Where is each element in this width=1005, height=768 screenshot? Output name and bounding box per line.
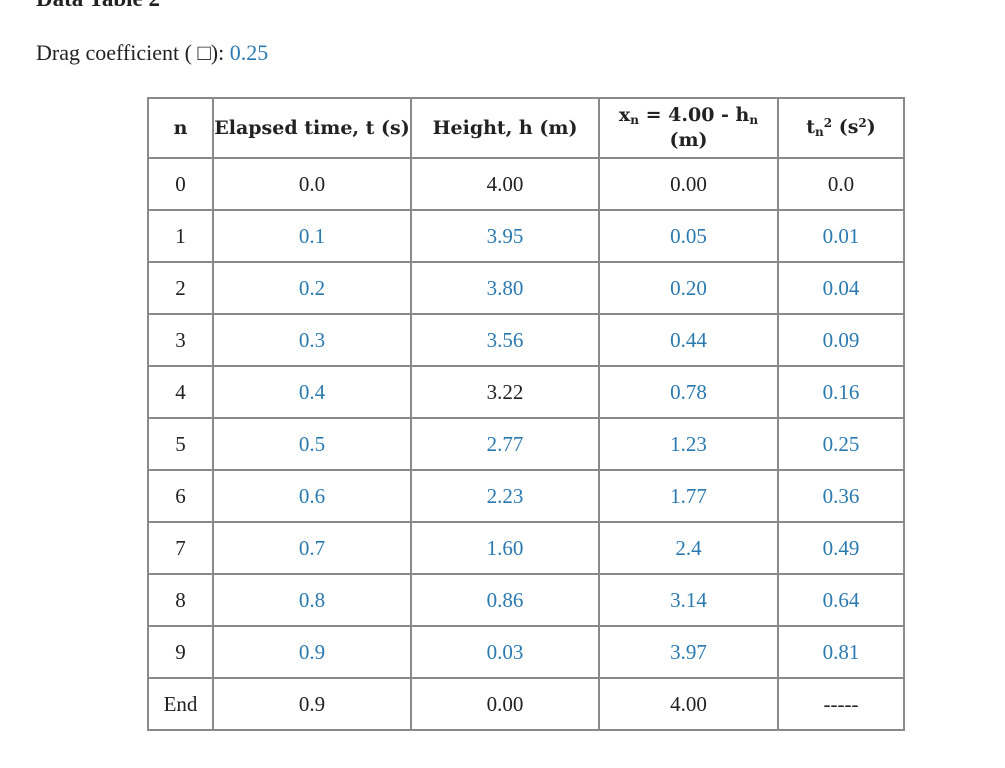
table-cell: 0.44 [598,313,779,367]
table-cell: 0.00 [598,157,779,211]
table-cell: 0.01 [777,209,905,263]
drag-value: 0.25 [229,40,269,65]
table-cell: 1 [147,209,214,263]
table-cell: 0.64 [777,573,905,627]
header-text: 2 [858,116,867,131]
table-row: 7 0.7 1.60 2.4 0.49 [147,521,905,575]
table-cell: 0.8 [212,573,412,627]
table-cell: 3 [147,313,214,367]
drag-coefficient: Drag coefficient ( □): 0.25 [36,40,268,66]
header-text: (s [832,116,859,139]
table-row: 1 0.1 3.95 0.05 0.01 [147,209,905,263]
table-cell: 0.81 [777,625,905,679]
table-cell: 4.00 [598,677,779,731]
header-text: n [630,112,639,127]
table-cell: 0.04 [777,261,905,315]
table-cell: 0.5 [212,417,412,471]
table-cell: 0.9 [212,677,412,731]
column-header: Elapsed time, t (s) [212,97,412,159]
table-cell: 4 [147,365,214,419]
table-cell: 7 [147,521,214,575]
table-cell: 0.20 [598,261,779,315]
table-body: 0 0.0 4.00 0.00 0.0 1 0.1 3.95 0.05 0.01 2 0.2 3.80 0… [147,157,905,731]
table-cell: 2.4 [598,521,779,575]
column-header: Height, h (m) [410,97,600,159]
header-text: n [749,112,759,127]
table-cell: 0.09 [777,313,905,367]
table-cell: 8 [147,573,214,627]
table-cell: 0.49 [777,521,905,575]
header-text: Elapsed time, t (s) [214,116,410,139]
table-cell: 0.6 [212,469,412,523]
table-cell: 0.03 [410,625,600,679]
table-cell: 6 [147,469,214,523]
header-text: Height, h (m) [432,116,578,139]
table-cell: 3.14 [598,573,779,627]
column-header: xn = 4.00 - hn (m) [598,97,779,159]
table-cell: 0.36 [777,469,905,523]
table-cell: End [147,677,214,731]
header-text: = 4.00 - h [638,103,750,126]
table-cell: 3.80 [410,261,600,315]
table-row: End 0.9 0.00 4.00 ----- [147,677,905,731]
table-cell: 1.23 [598,417,779,471]
table-row: 0 0.0 4.00 0.00 0.0 [147,157,905,211]
table-cell: 0.0 [212,157,412,211]
table-row: 8 0.8 0.86 3.14 0.64 [147,573,905,627]
header-text: x [618,103,631,126]
header-text: 2 [823,116,833,131]
table-row: 3 0.3 3.56 0.44 0.09 [147,313,905,367]
drag-label: Drag coefficient ( □): [36,40,225,65]
table-cell: 0.78 [598,365,779,419]
table-cell: 3.22 [410,365,600,419]
table-cell: 0.9 [212,625,412,679]
header-row: n Elapsed time, t (s) Height, h (m) xn = 4.… [147,97,905,159]
column-header: n [147,97,214,159]
table-cell: 0.05 [598,209,779,263]
table-cell: 0.86 [410,573,600,627]
column-header: tn2 (s2) [777,97,905,159]
table-cell: 3.95 [410,209,600,263]
table-cell: 0.7 [212,521,412,575]
table-cell: 0.2 [212,261,412,315]
table-cell: 0.0 [777,157,905,211]
header-text: (m) [669,129,708,152]
data-table: n Elapsed time, t (s) Height, h (m) xn = 4.… [147,97,905,731]
table-cell: 2.23 [410,469,600,523]
title: Data Table 2 [36,0,160,12]
table-cell: 5 [147,417,214,471]
table-cell: 9 [147,625,214,679]
table-cell: 0.4 [212,365,412,419]
header-text: n [173,116,188,139]
table-row: 4 0.4 3.22 0.78 0.16 [147,365,905,419]
table-cell: 0.3 [212,313,412,367]
table-cell: 0.1 [212,209,412,263]
table-cell: 0.00 [410,677,600,731]
header-text: t [806,116,815,139]
table-row: 6 0.6 2.23 1.77 0.36 [147,469,905,523]
table-row: 2 0.2 3.80 0.20 0.04 [147,261,905,315]
table-cell: 0.16 [777,365,905,419]
table-cell: 2.77 [410,417,600,471]
table-row: 5 0.5 2.77 1.23 0.25 [147,417,905,471]
table-cell: 0.25 [777,417,905,471]
header-text: ) [866,116,876,139]
table-cell: 3.97 [598,625,779,679]
table-row: 9 0.9 0.03 3.97 0.81 [147,625,905,679]
table-cell: 1.60 [410,521,600,575]
table-cell: 0 [147,157,214,211]
table-cell: 2 [147,261,214,315]
table-cell: ----- [777,677,905,731]
table-cell: 1.77 [598,469,779,523]
header-text: n [815,125,824,140]
table-cell: 4.00 [410,157,600,211]
table-cell: 3.56 [410,313,600,367]
